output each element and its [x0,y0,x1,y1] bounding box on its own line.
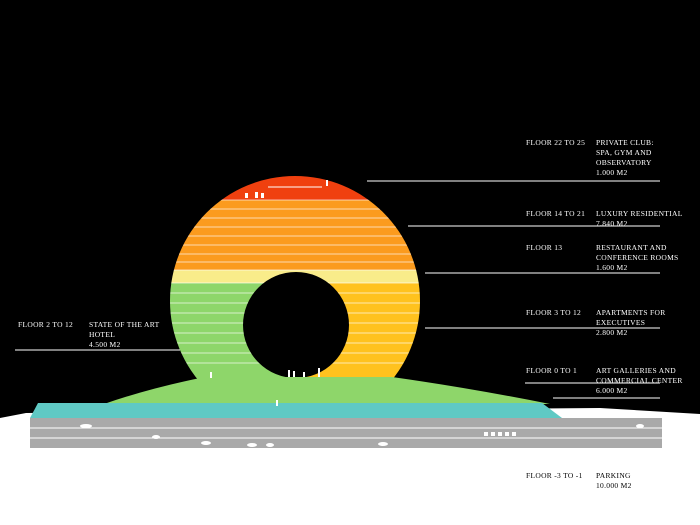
label-floor-0-1: FLOOR 0 TO 1 [526,366,578,375]
desc-parking: PARKING 10.000 M2 [596,471,632,490]
band-private-club [170,176,420,200]
label-floor-minus3-minus1: FLOOR -3 TO -1 [526,471,583,480]
desc-private-club: PRIVATE CLUB: SPA, GYM AND OBSERVATORY 1… [596,138,654,177]
desc-hotel: STATE OF THE ART HOTEL 4.500 M2 [89,320,160,349]
label-floor-3-12: FLOOR 3 TO 12 [526,308,582,317]
desc-luxury-residential: LUXURY RESIDENTIAL 7.840 M2 [596,209,683,228]
label-floor-22-25: FLOOR 22 TO 25 [526,138,586,147]
desc-art-galleries: ART GALLERIES AND COMMERCIAL CENTER 6.00… [596,366,683,395]
label-floor-13: FLOOR 13 [526,243,563,252]
desc-restaurant: RESTAURANT AND CONFERENCE ROOMS 1.600 M2 [596,243,679,272]
band-luxury-residential [170,200,420,270]
band-restaurant [170,270,420,283]
leader-lines [15,180,660,490]
desc-apartments: APARTMENTS FOR EXECUTIVES 2.800 M2 [596,308,666,337]
parking [30,418,662,448]
mound [104,377,550,404]
podium [30,403,562,418]
label-floor-14-21: FLOOR 14 TO 21 [526,209,586,218]
label-floor-2-12: FLOOR 2 TO 12 [18,320,74,329]
